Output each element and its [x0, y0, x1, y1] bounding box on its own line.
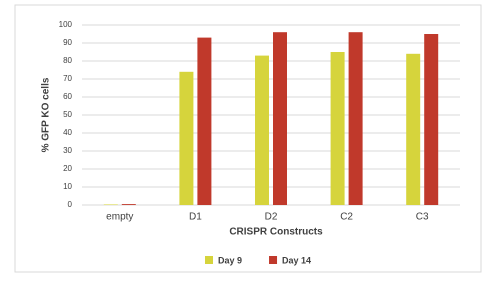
- y-axis-title: % GFP KO cells: [41, 77, 52, 152]
- bar: [424, 34, 439, 205]
- bar: [197, 37, 212, 205]
- y-tick-label: 80: [63, 56, 72, 65]
- y-tick-label: 60: [63, 92, 72, 101]
- y-tick-label: 0: [68, 200, 73, 209]
- y-tick-label: 100: [59, 20, 73, 29]
- chart-frame: [14, 4, 482, 273]
- x-tick-label: C2: [340, 212, 353, 223]
- legend-label: Day 14: [282, 255, 311, 265]
- y-tick-label: 10: [63, 182, 72, 191]
- legend-label: Day 9: [218, 255, 242, 265]
- x-tick-label: D2: [265, 212, 278, 223]
- y-tick-label: 20: [63, 164, 72, 173]
- x-tick-label: C3: [416, 212, 429, 223]
- bar: [273, 32, 287, 206]
- bar: [179, 71, 194, 205]
- bar: [121, 204, 136, 205]
- bar: [103, 204, 118, 205]
- y-tick-label: 90: [63, 38, 72, 47]
- bar: [406, 53, 421, 205]
- legend-swatch: [205, 256, 213, 264]
- bar: [255, 55, 269, 205]
- bar: [330, 52, 345, 205]
- y-tick-label: 70: [63, 74, 72, 83]
- x-tick-label: empty: [106, 212, 133, 223]
- x-axis-title: CRISPR Constructs: [229, 227, 323, 238]
- y-tick-label: 40: [63, 128, 72, 137]
- legend-swatch: [269, 256, 278, 264]
- x-tick-label: D1: [189, 212, 202, 223]
- y-tick-label: 50: [63, 110, 72, 119]
- y-tick-label: 30: [63, 146, 72, 155]
- bar: [348, 32, 363, 206]
